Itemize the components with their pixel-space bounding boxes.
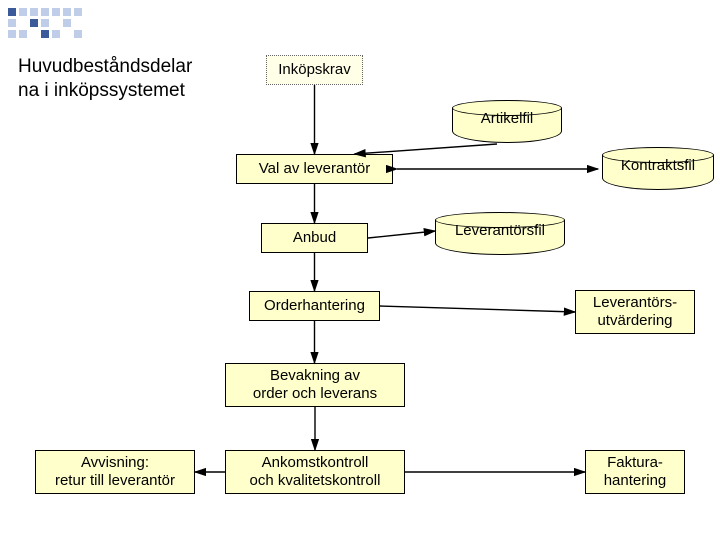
node-levutv: Leverantörs- utvärdering	[575, 290, 695, 334]
node-orderhantering: Orderhantering	[249, 291, 380, 321]
node-ankomst: Ankomstkontroll och kvalitetskontroll	[225, 450, 405, 494]
node-val: Val av leverantör	[236, 154, 393, 184]
node-anbud: Anbud	[261, 223, 368, 253]
corner-decor	[8, 8, 88, 38]
node-inkopskrav: Inköpskrav	[266, 55, 363, 85]
node-kontraktsfil: Kontraktsfil	[602, 147, 714, 190]
node-avvisning: Avvisning: retur till leverantör	[35, 450, 195, 494]
node-leverantorsfil: Leverantörsfil	[435, 212, 565, 255]
page-title: Huvudbeståndsdelar na i inköpssystemet	[18, 55, 192, 103]
node-artikelfil: Artikelfil	[452, 100, 562, 143]
node-bevakning: Bevakning av order och leverans	[225, 363, 405, 407]
node-faktura: Faktura- hantering	[585, 450, 685, 494]
